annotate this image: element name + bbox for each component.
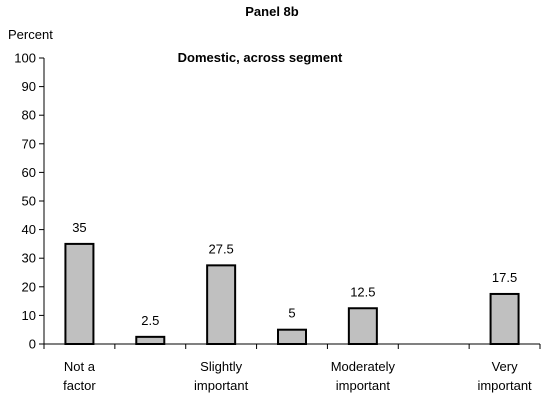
- data-label: 27.5: [208, 241, 233, 256]
- x-category-label: important: [477, 378, 532, 393]
- data-label: 17.5: [492, 270, 517, 285]
- y-tick-label: 40: [22, 222, 36, 237]
- x-category-label: factor: [63, 378, 96, 393]
- data-label: 35: [72, 220, 86, 235]
- bar: [277, 328, 307, 346]
- y-tick-label: 10: [22, 308, 36, 323]
- y-tick-label: 50: [22, 194, 36, 209]
- data-label: 12.5: [350, 284, 375, 299]
- chart-subtitle: Domestic, across segment: [177, 50, 343, 65]
- bar: [347, 307, 378, 345]
- bar: [135, 335, 166, 346]
- y-tick-label: 60: [22, 165, 36, 180]
- y-tick-label: 20: [22, 279, 36, 294]
- x-category-label: Very: [492, 359, 519, 374]
- y-axis-label: Percent: [8, 27, 53, 42]
- y-tick-label: 100: [14, 51, 36, 66]
- y-tick-label: 70: [22, 136, 36, 151]
- panel-title: Panel 8b: [245, 4, 299, 19]
- data-label: 2.5: [141, 313, 159, 328]
- bar: [206, 264, 237, 346]
- x-category-label: important: [194, 378, 249, 393]
- x-category-label: Not a: [64, 359, 96, 374]
- y-tick-label: 80: [22, 108, 36, 123]
- y-tick-label: 0: [29, 337, 36, 352]
- x-category-label: Slightly: [200, 359, 242, 374]
- x-category-label: important: [336, 378, 391, 393]
- data-label: 5: [288, 306, 295, 321]
- y-tick-label: 30: [22, 251, 36, 266]
- bar: [64, 242, 95, 345]
- bar: [489, 292, 520, 346]
- y-tick-label: 90: [22, 79, 36, 94]
- x-category-label: Moderately: [331, 359, 396, 374]
